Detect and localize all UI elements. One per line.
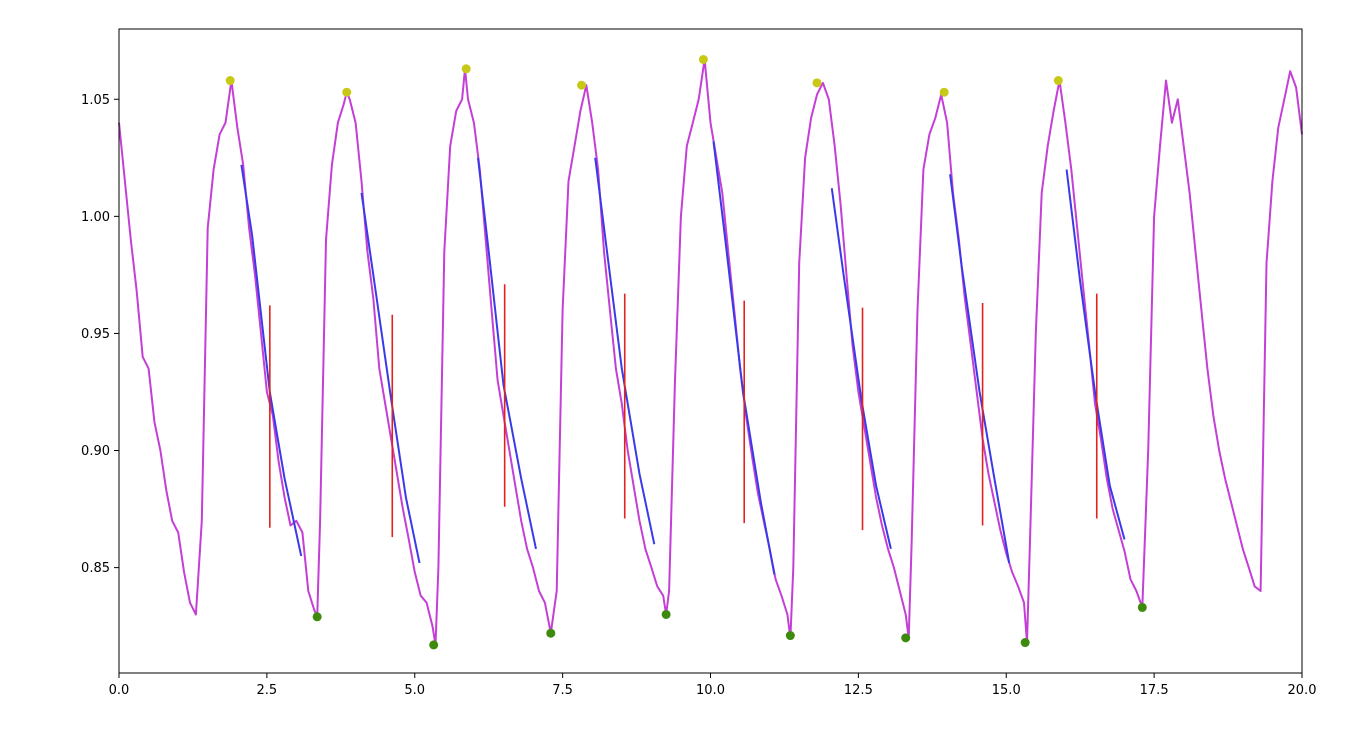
peak-point <box>939 87 949 97</box>
trough-point <box>785 631 795 641</box>
trough-point <box>312 612 322 622</box>
peak-point <box>225 76 235 86</box>
fit-segment <box>712 141 776 575</box>
plot-frame <box>118 28 1303 674</box>
x-tick-label: 5.0 <box>404 683 425 698</box>
trough-point <box>546 628 556 638</box>
y-axis: 0.85 0.90 0.95 1.00 1.05 <box>81 93 119 576</box>
x-tick-label: 10.0 <box>696 683 725 698</box>
fit-segment <box>1065 169 1126 540</box>
peak-point <box>812 78 822 88</box>
fit-segment <box>594 157 656 545</box>
x-tick-label: 17.5 <box>1140 683 1169 698</box>
y-tick-label: 0.85 <box>81 561 110 576</box>
x-tick-label: 12.5 <box>844 683 873 698</box>
fit-segment <box>830 188 892 550</box>
peak-point <box>461 64 471 74</box>
y-tick-label: 1.05 <box>81 93 110 108</box>
x-tick-label: 20.0 <box>1288 683 1317 698</box>
x-tick-label: 7.5 <box>552 683 573 698</box>
peak-point <box>342 87 352 97</box>
peak-point <box>1053 76 1063 86</box>
trough-point <box>1020 638 1030 648</box>
trough-point <box>901 633 911 643</box>
x-tick-label: 2.5 <box>257 683 278 698</box>
x-tick-label: 15.0 <box>992 683 1021 698</box>
peak-point <box>577 80 587 90</box>
x-tick-label: 0.0 <box>109 683 130 698</box>
y-tick-label: 0.90 <box>81 444 110 459</box>
y-tick-label: 1.00 <box>81 210 110 225</box>
trough-point <box>429 640 439 650</box>
y-tick-label: 0.95 <box>81 327 110 342</box>
fit-segment <box>949 174 1011 564</box>
fit-segment <box>360 192 421 564</box>
plot-area <box>118 54 1303 650</box>
peak-point <box>698 54 708 64</box>
trough-point <box>1137 602 1147 612</box>
plot-background <box>119 29 1302 673</box>
trough-point <box>661 609 671 619</box>
fit-segment <box>477 157 537 550</box>
x-axis: 0.0 2.5 5.0 7.5 10.0 12.5 15.0 17.5 20.0 <box>109 673 1317 698</box>
